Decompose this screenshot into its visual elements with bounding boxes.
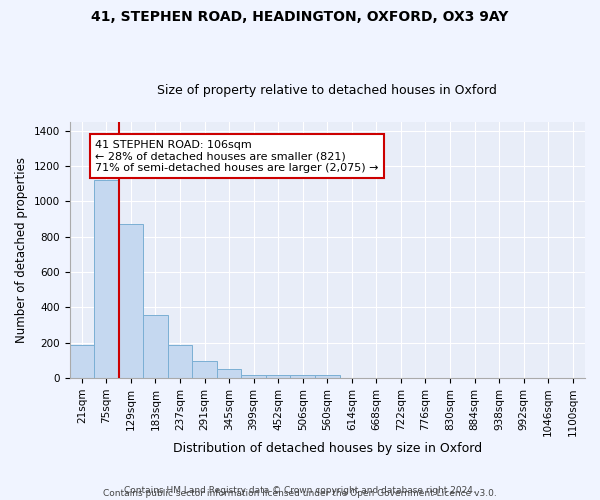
X-axis label: Distribution of detached houses by size in Oxford: Distribution of detached houses by size … bbox=[173, 442, 482, 455]
Bar bbox=[119, 224, 143, 378]
Bar bbox=[70, 344, 94, 378]
Bar bbox=[241, 374, 266, 378]
Y-axis label: Number of detached properties: Number of detached properties bbox=[15, 157, 28, 343]
Bar bbox=[290, 375, 315, 378]
Title: Size of property relative to detached houses in Oxford: Size of property relative to detached ho… bbox=[157, 84, 497, 97]
Text: Contains public sector information licensed under the Open Government Licence v3: Contains public sector information licen… bbox=[103, 488, 497, 498]
Bar bbox=[315, 374, 340, 378]
Bar bbox=[266, 375, 290, 378]
Text: 41 STEPHEN ROAD: 106sqm
← 28% of detached houses are smaller (821)
71% of semi-d: 41 STEPHEN ROAD: 106sqm ← 28% of detache… bbox=[95, 140, 379, 173]
Text: 41, STEPHEN ROAD, HEADINGTON, OXFORD, OX3 9AY: 41, STEPHEN ROAD, HEADINGTON, OXFORD, OX… bbox=[91, 10, 509, 24]
Bar bbox=[143, 316, 168, 378]
Bar bbox=[192, 362, 217, 378]
Text: Contains HM Land Registry data © Crown copyright and database right 2024.: Contains HM Land Registry data © Crown c… bbox=[124, 486, 476, 495]
Bar bbox=[217, 370, 241, 378]
Bar bbox=[94, 180, 119, 378]
Bar bbox=[168, 344, 192, 378]
